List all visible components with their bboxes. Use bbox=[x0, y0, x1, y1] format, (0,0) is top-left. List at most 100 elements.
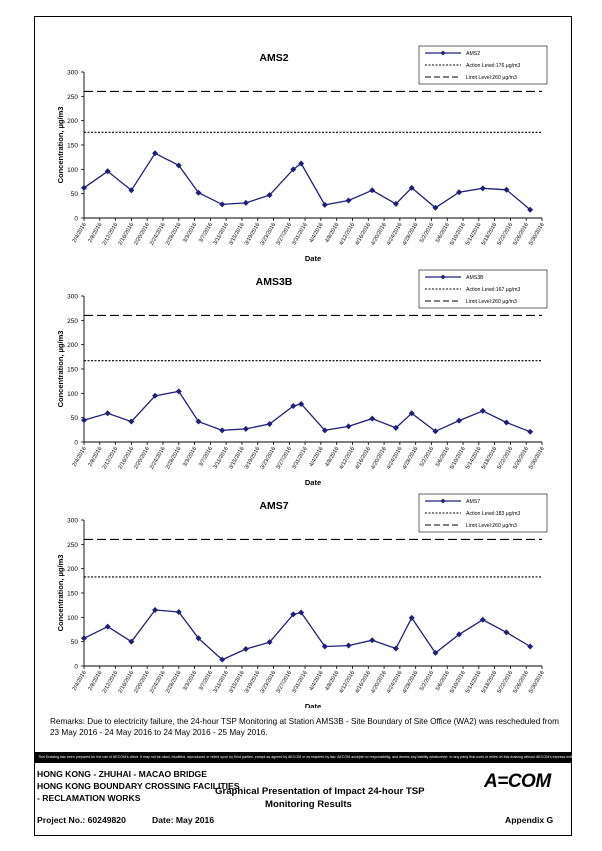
drawing-title-line-1: Graphical Presentation of Impact 24-hour… bbox=[215, 786, 425, 797]
x-tick-label: 4/8/2016 bbox=[324, 446, 340, 468]
legend-label: AMS7 bbox=[466, 499, 480, 505]
chart-panel: AMS3B 0 50 100 150 200 250 300 Concentration, µg… bbox=[34, 262, 572, 486]
disclaimer-bar: This Drawing has been prepared for the u… bbox=[34, 752, 572, 763]
x-tick-label: 5/26/2016 bbox=[512, 670, 530, 695]
data-point bbox=[503, 629, 510, 636]
x-tick-label: 3/3/2016 bbox=[182, 446, 198, 468]
x-tick-label: 5/22/2016 bbox=[497, 222, 515, 247]
x-tick-label: 4/28/2016 bbox=[402, 446, 420, 471]
x-tick-label: 4/28/2016 bbox=[402, 222, 420, 247]
x-tick-label: 3/27/2016 bbox=[275, 446, 293, 471]
data-point bbox=[432, 428, 439, 435]
x-tick-label: 3/31/2016 bbox=[291, 446, 309, 471]
x-tick-label: 4/24/2016 bbox=[386, 446, 404, 471]
x-tick-label: 5/22/2016 bbox=[497, 446, 515, 471]
x-axis-title: Date bbox=[305, 478, 321, 486]
data-point bbox=[81, 417, 87, 424]
x-tick-label: 4/12/2016 bbox=[339, 222, 357, 247]
x-tick-label: 3/7/2016 bbox=[198, 222, 214, 244]
data-point bbox=[195, 418, 202, 425]
x-tick-label: 5/10/2016 bbox=[449, 670, 467, 695]
project-name-line-1: HONG KONG - ZHUHAI - MACAO BRIDGE bbox=[37, 769, 207, 779]
data-point bbox=[128, 187, 135, 194]
x-tick-label: 2/16/2016 bbox=[117, 446, 135, 471]
data-point bbox=[321, 643, 328, 650]
legend-label: Action Level:183 µg/m3 bbox=[466, 511, 520, 517]
data-point bbox=[128, 638, 135, 645]
data-point bbox=[175, 162, 182, 169]
x-tick-label: 3/27/2016 bbox=[275, 670, 293, 695]
data-point bbox=[219, 656, 226, 663]
data-point bbox=[128, 418, 135, 425]
data-point bbox=[503, 186, 510, 193]
data-point bbox=[81, 184, 87, 191]
data-point bbox=[432, 649, 439, 656]
y-tick-label: 150 bbox=[67, 591, 78, 598]
x-tick-label: 3/19/2016 bbox=[244, 670, 262, 695]
chart-panel: AMS2 0 50 100 150 200 250 300 Concentration, µg/… bbox=[34, 38, 572, 262]
legend-box bbox=[418, 493, 548, 533]
data-point bbox=[104, 623, 111, 630]
x-tick-label: 4/8/2016 bbox=[324, 222, 340, 244]
y-tick-label: 300 bbox=[67, 518, 78, 525]
page-frame bbox=[34, 16, 572, 836]
x-tick-label: 2/16/2016 bbox=[117, 670, 135, 695]
x-tick-label: 4/28/2016 bbox=[402, 670, 420, 695]
x-tick-label: 3/15/2016 bbox=[228, 222, 246, 247]
data-point bbox=[527, 206, 534, 213]
x-tick-label: 5/2/2016 bbox=[419, 446, 435, 468]
legend-label: AMS2 bbox=[466, 51, 480, 57]
x-tick-label: 4/16/2016 bbox=[354, 446, 372, 471]
x-tick-label: 4/16/2016 bbox=[354, 222, 372, 247]
legend-label: AMS3B bbox=[466, 275, 484, 281]
y-tick-label: 100 bbox=[67, 391, 78, 398]
legend-label: Limit Level:260 µg/m3 bbox=[466, 299, 517, 305]
drawing-date: Date: May 2016 bbox=[152, 815, 215, 825]
x-tick-label: 5/18/2016 bbox=[481, 670, 499, 695]
data-point bbox=[152, 607, 159, 614]
data-point bbox=[175, 388, 182, 395]
x-tick-label: 3/7/2016 bbox=[198, 446, 214, 468]
x-tick-label: 2/20/2016 bbox=[133, 670, 151, 695]
data-point bbox=[408, 410, 415, 417]
data-point bbox=[479, 407, 486, 414]
data-point bbox=[479, 185, 486, 192]
appendix-label: Appendix G bbox=[505, 815, 554, 825]
x-tick-label: 2/24/2016 bbox=[149, 222, 167, 247]
legend-label: Action Level:176 µg/m3 bbox=[466, 63, 520, 69]
aecom-logo-text: A=COM bbox=[484, 771, 552, 792]
x-tick-label: 3/23/2016 bbox=[260, 222, 278, 247]
data-point bbox=[456, 189, 463, 196]
y-tick-label: 0 bbox=[74, 216, 78, 223]
chart-svg: AMS3B 0 50 100 150 200 250 300 Concentration, µg… bbox=[56, 269, 548, 486]
series-line bbox=[83, 609, 531, 661]
x-tick-label: 5/22/2016 bbox=[497, 670, 515, 695]
x-tick-label: 5/6/2016 bbox=[435, 222, 451, 244]
x-tick-label: 2/16/2016 bbox=[117, 222, 135, 247]
x-axis-title: Date bbox=[305, 254, 321, 262]
x-tick-label: 5/14/2016 bbox=[465, 670, 483, 695]
x-tick-label: 3/23/2016 bbox=[260, 446, 278, 471]
project-number: Project No.: 60249820 bbox=[37, 815, 126, 825]
data-point bbox=[104, 168, 111, 175]
y-tick-label: 250 bbox=[67, 94, 78, 101]
chart-title: AMS3B bbox=[256, 276, 293, 288]
x-tick-label: 2/4/2016 bbox=[72, 222, 88, 244]
data-point bbox=[345, 423, 352, 430]
x-tick-label: 2/8/2016 bbox=[87, 222, 103, 244]
x-tick-label: 5/10/2016 bbox=[449, 222, 467, 247]
x-tick-label: 4/16/2016 bbox=[354, 670, 372, 695]
data-point bbox=[527, 643, 534, 650]
x-tick-label: 4/4/2016 bbox=[309, 222, 325, 244]
data-point bbox=[345, 642, 352, 649]
x-tick-label: 3/15/2016 bbox=[228, 446, 246, 471]
data-point bbox=[456, 631, 463, 638]
x-tick-label: 3/7/2016 bbox=[198, 670, 214, 692]
x-tick-label: 3/23/2016 bbox=[260, 670, 278, 695]
chart-title: AMS7 bbox=[259, 500, 288, 512]
x-tick-label: 2/8/2016 bbox=[87, 670, 103, 692]
data-point bbox=[290, 611, 297, 618]
x-tick-label: 5/2/2016 bbox=[419, 670, 435, 692]
data-point bbox=[298, 401, 305, 408]
data-point bbox=[298, 160, 305, 167]
